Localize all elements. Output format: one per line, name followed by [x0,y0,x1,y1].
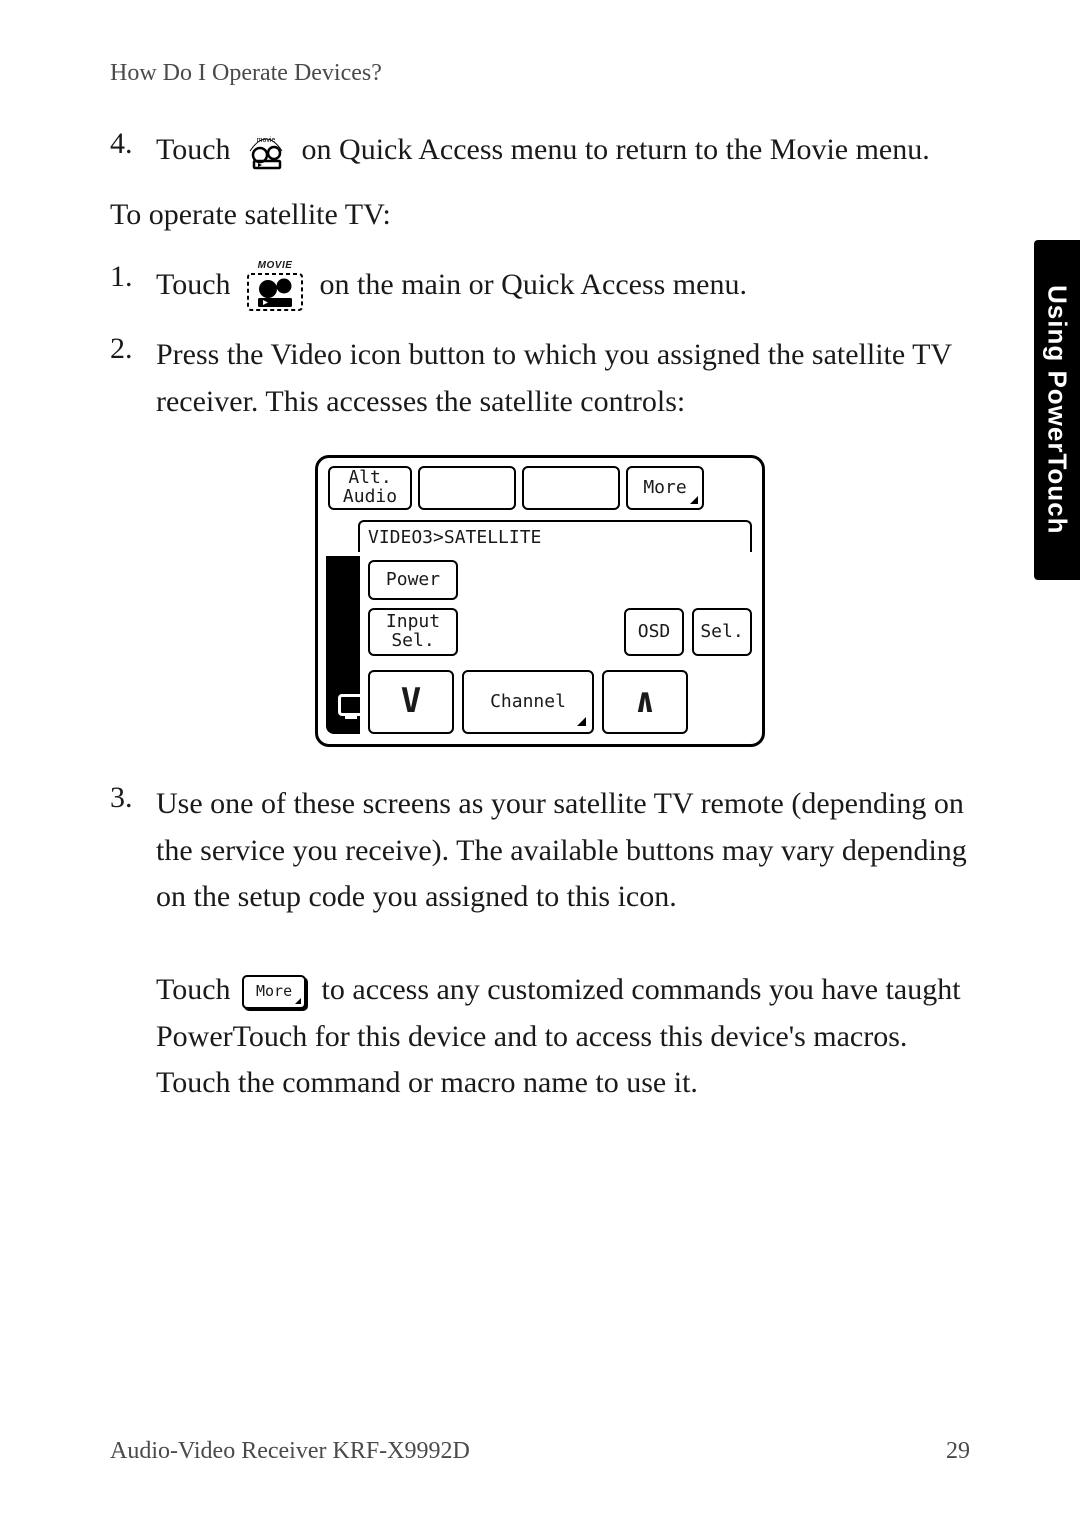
satellite-panel: Alt. Audio More VIDEO3>SATELLITE Power I… [315,455,765,747]
input-line2: Sel. [391,632,434,651]
panel-body: Power Input Sel. OSD Sel. V Channel ∧ [368,560,752,734]
channel-button[interactable]: Channel [462,670,594,734]
input-sel-button[interactable]: Input Sel. [368,608,458,656]
satellite-panel-wrap: Alt. Audio More VIDEO3>SATELLITE Power I… [110,455,970,747]
txt-touch-2: Touch [156,268,231,301]
list-item-3-text: Use one of these screens as your satelli… [156,781,970,1107]
list-num-2: 2. [110,332,156,425]
list-num-1: 1. [110,260,156,314]
tv-icon [338,694,364,716]
more-label: More [643,479,686,498]
blank-button-1[interactable] [418,466,516,510]
side-tab-label: Using PowerTouch [1042,285,1073,535]
txt-after-1: on Quick Access menu to return to the Mo… [302,133,930,166]
list-satellite: 1. Touch MOVIE on the main or Quick Acce… [110,260,970,425]
page-footer: Audio-Video Receiver KRF-X9992D 29 [110,1438,970,1465]
list-num-3: 3. [110,781,156,1107]
list-item-1-text: Touch MOVIE on the main or Quick Access … [156,260,970,314]
panel-black-strip [326,556,360,734]
alt-audio-button[interactable]: Alt. Audio [328,466,412,510]
list-satellite-cont: 3. Use one of these screens as your sate… [110,781,970,1107]
item3-main: Use one of these screens as your satelli… [156,787,967,913]
page-header: How Do I Operate Devices? [110,60,970,87]
more-inline-label: More [256,980,292,1003]
side-tab: Using PowerTouch [1034,240,1080,580]
movie-label-text: MOVIE [258,258,293,274]
channel-down-button[interactable]: V [368,670,454,734]
list-item-2-text: Press the Video icon button to which you… [156,332,970,425]
channel-up-button[interactable]: ∧ [602,670,688,734]
movie-quick-icon: movie [244,133,288,171]
item3b-before: Touch [156,973,231,1006]
alt-line2: Audio [343,488,397,507]
more-button[interactable]: More [626,466,704,510]
more-inline-button[interactable]: More [242,975,306,1009]
list-movie-return: 4. Touch movie on Quick Access menu to r… [110,127,970,174]
osd-button[interactable]: OSD [624,608,684,656]
blank-button-2[interactable] [522,466,620,510]
panel-top-row: Alt. Audio More [328,466,752,510]
txt-after-2: on the main or Quick Access menu. [320,268,747,301]
power-button[interactable]: Power [368,560,458,600]
txt-touch-1: Touch [156,133,231,166]
footer-product: Audio-Video Receiver KRF-X9992D [110,1438,470,1465]
sel-button[interactable]: Sel. [692,608,752,656]
movie-arc-text: movie [257,137,276,144]
movie-main-icon: MOVIE [244,260,306,314]
panel-path: VIDEO3>SATELLITE [358,520,752,552]
footer-page: 29 [946,1438,970,1465]
list-num-4: 4. [110,127,156,174]
list-item-4-text: Touch movie on Quick Access menu to retu… [156,127,970,174]
satellite-heading: To operate satellite TV: [110,192,970,239]
